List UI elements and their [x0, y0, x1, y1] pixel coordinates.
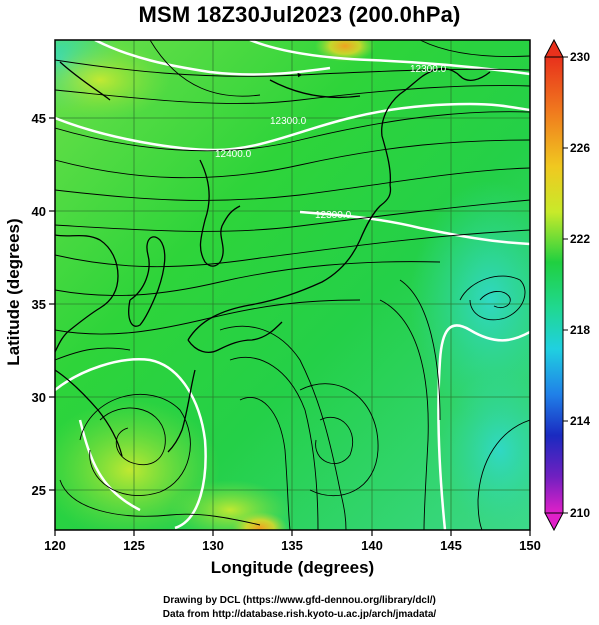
- y-tick-label: 25: [32, 483, 46, 498]
- y-tick-labels: 25 30 35 40 45: [32, 111, 46, 498]
- colorbar-top-arrow: [544, 38, 564, 58]
- y-axis: [49, 117, 55, 491]
- contour-label-1: 12300.0: [410, 64, 447, 75]
- colorbar-ramp: [544, 56, 564, 514]
- contour-label-4: 12300.0: [315, 210, 352, 221]
- colorbar-tick-label: 230: [570, 50, 590, 64]
- coastlines: [55, 61, 491, 457]
- colorbar-tick-label: 210: [570, 506, 590, 520]
- x-tick-label: 130: [202, 538, 224, 553]
- x-tick-label: 125: [123, 538, 145, 553]
- credit-line-data: Data from http://database.rish.kyoto-u.a…: [162, 609, 437, 620]
- y-tick-label: 35: [32, 297, 46, 312]
- colorbar-bottom-arrow: [544, 512, 564, 532]
- contour-label-2: 12300.0: [270, 116, 307, 127]
- contour-labels: 12300.0 12300.0 12400.0 12300.0: [215, 64, 447, 221]
- temperature-field: 12300.0 12300.0 12400.0 12300.0: [55, 40, 530, 530]
- credits: Drawing by DCL (https://www.gfd-dennou.o…: [0, 594, 599, 622]
- colorbar-tick-label: 218: [570, 323, 590, 337]
- y-tick-label: 30: [32, 390, 46, 405]
- colorbar-tick-label: 214: [570, 414, 590, 428]
- x-tick-label: 145: [440, 538, 462, 553]
- x-tick-labels: 120 125 130 135 140 145 150: [44, 538, 541, 553]
- grid-lines: [55, 40, 530, 530]
- x-tick-label: 120: [44, 538, 66, 553]
- credit-line-drawing: Drawing by DCL (https://www.gfd-dennou.o…: [163, 595, 436, 606]
- colorbar-tick-label: 226: [570, 141, 590, 155]
- x-axis: [54, 530, 531, 536]
- x-tick-label: 150: [519, 538, 541, 553]
- y-tick-label: 40: [32, 204, 46, 219]
- x-tick-label: 140: [361, 538, 383, 553]
- y-tick-label: 45: [32, 111, 46, 126]
- colorbar: 230 226 222 218 214 210: [544, 38, 590, 532]
- wind-streamlines: [55, 40, 530, 530]
- y-axis-label: Latitude (degrees): [4, 218, 23, 366]
- map-title: MSM 18Z30Jul2023 (200.0hPa): [138, 2, 461, 27]
- x-tick-label: 135: [281, 538, 303, 553]
- x-axis-label: Longitude (degrees): [210, 558, 375, 577]
- contour-label-3: 12400.0: [215, 149, 252, 160]
- geopotential-contours: [55, 40, 530, 530]
- colorbar-tick-label: 222: [570, 232, 590, 246]
